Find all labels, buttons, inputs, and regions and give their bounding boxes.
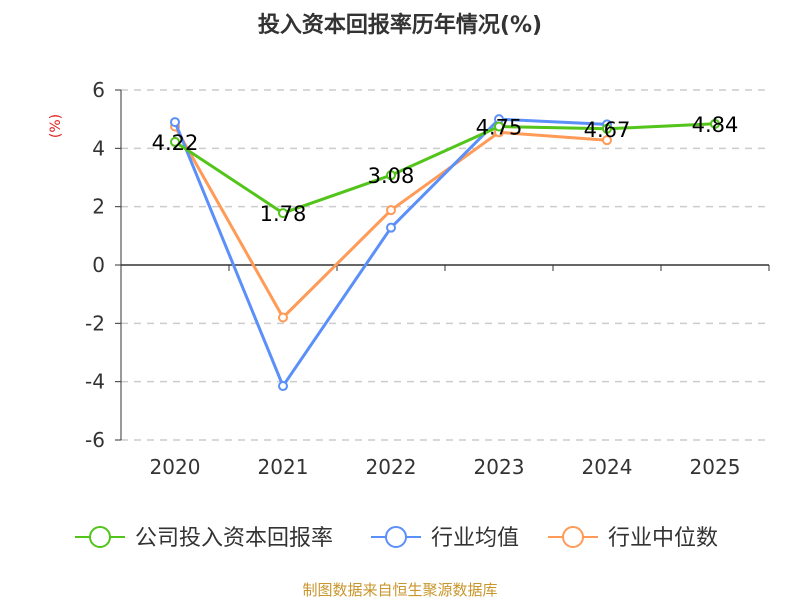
y-tick-label: 4 <box>92 136 105 160</box>
data-label: 4.75 <box>476 115 523 139</box>
x-tick-label: 2023 <box>474 455 525 479</box>
y-tick-label: -6 <box>85 428 105 452</box>
chart-title: 投入资本回报率历年情况(%) <box>258 12 542 38</box>
data-label: 4.84 <box>692 113 739 137</box>
legend-label: 行业均值 <box>431 526 519 551</box>
legend-label: 行业中位数 <box>608 526 718 551</box>
data-point <box>170 117 180 128</box>
y-tick-label: -4 <box>85 370 105 394</box>
x-tick-label: 2024 <box>582 455 633 479</box>
y-tick-label: 6 <box>92 78 105 102</box>
y-axis-unit: (%) <box>48 114 64 138</box>
source-note: 制图数据来自恒生聚源数据库 <box>302 581 497 599</box>
axes: 6 4 2 0 -2 -4 -6 2020 2021 2022 2023 2024 2025 <box>85 78 770 479</box>
x-tick-label: 2021 <box>258 455 309 479</box>
series-line <box>173 117 608 388</box>
data-label: 3.08 <box>368 164 415 188</box>
legend-item[interactable]: 公司投入资本回报率 <box>75 526 333 551</box>
data-label: 4.67 <box>584 118 631 142</box>
data-point <box>710 118 720 129</box>
data-point <box>386 205 396 216</box>
data-point <box>602 135 612 146</box>
data-point <box>602 123 612 134</box>
data-point <box>386 170 396 181</box>
data-label: 1.78 <box>260 202 307 226</box>
data-labels: 4.22 1.78 3.08 4.75 4.67 4.84 <box>152 113 739 226</box>
x-tick-label: 2022 <box>366 455 417 479</box>
series-line <box>173 125 608 319</box>
data-point <box>278 208 288 219</box>
legend: 公司投入资本回报率 行业均值 行业中位数 <box>75 526 718 551</box>
legend-swatch-marker <box>89 526 111 548</box>
series-layer <box>170 114 720 392</box>
data-point <box>278 381 288 392</box>
legend-item[interactable]: 行业中位数 <box>548 526 718 551</box>
data-label: 4.22 <box>152 131 199 155</box>
series-line <box>174 122 716 215</box>
legend-label: 公司投入资本回报率 <box>135 526 333 551</box>
grid-lines <box>121 89 769 441</box>
y-tick-label: 2 <box>92 195 105 219</box>
data-point <box>170 136 180 147</box>
legend-swatch-marker <box>562 526 584 548</box>
x-tick-label: 2020 <box>150 455 201 479</box>
y-tick-label: 0 <box>92 253 105 277</box>
y-tick-label: -2 <box>85 311 105 335</box>
legend-item[interactable]: 行业均值 <box>371 526 519 551</box>
data-point <box>386 222 396 233</box>
data-point <box>278 312 288 323</box>
legend-swatch-marker <box>385 526 407 548</box>
data-point <box>494 121 504 132</box>
x-tick-label: 2025 <box>690 455 741 479</box>
